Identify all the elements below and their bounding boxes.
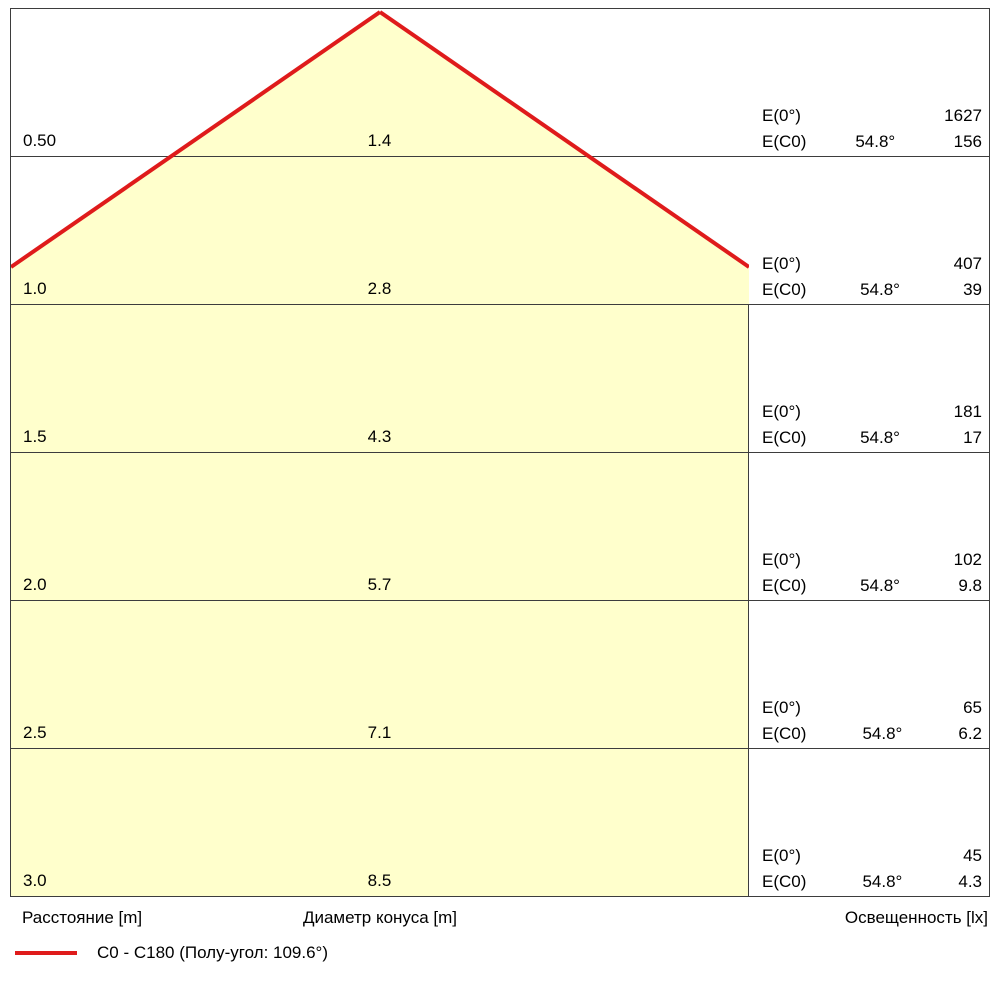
cone-cell: 0.50 1.4 (11, 9, 749, 156)
diameter-value: 5.7 (367, 575, 392, 594)
illuminance-lines: E(0°) 181 E(C0) 54.8° 17 (762, 401, 982, 448)
illuminance-cell: E(0°) 1627 E(C0) 54.8° 156 (749, 9, 989, 156)
cone-diagram-table: 0.50 1.4 E(0°) 1627 E(C0) 54.8° 156 1.0 … (10, 8, 990, 897)
ec0-value: 17 (963, 428, 982, 447)
e0-angle-spacer (810, 105, 940, 126)
table-row: 2.0 5.7 E(0°) 102 E(C0) 54.8° 9.8 (11, 453, 989, 601)
half-angle-value: 54.8° (860, 576, 900, 595)
illuminance-lines: E(0°) 65 E(C0) 54.8° 6.2 (762, 697, 982, 744)
ec0-label: E(C0) (762, 132, 807, 151)
e0-value: 1627 (944, 106, 982, 125)
e0-value: 102 (953, 550, 982, 569)
e0-label: E(0°) (762, 698, 801, 717)
illuminance-lines: E(0°) 45 E(C0) 54.8° 4.3 (762, 845, 982, 892)
e0-label: E(0°) (762, 254, 801, 273)
table-row: 3.0 8.5 E(0°) 45 E(C0) 54.8° 4.3 (11, 749, 989, 897)
distance-value: 3.0 (23, 871, 47, 890)
distance-value: 2.0 (23, 575, 47, 594)
cone-cell: 3.0 8.5 (11, 749, 749, 896)
ec0-value: 6.2 (958, 724, 982, 743)
e0-angle-spacer (810, 845, 954, 866)
half-angle-value: 54.8° (860, 280, 900, 299)
e0-label: E(0°) (762, 846, 801, 865)
illuminance-cell: E(0°) 181 E(C0) 54.8° 17 (749, 305, 989, 452)
e0-angle-spacer (810, 401, 949, 422)
illuminance-lines: E(0°) 102 E(C0) 54.8° 9.8 (762, 549, 982, 596)
e0-label: E(0°) (762, 106, 801, 125)
ec0-label: E(C0) (762, 280, 807, 299)
cone-cell: 1.0 2.8 (11, 157, 749, 304)
e0-value: 45 (963, 846, 982, 865)
illuminance-lines: E(0°) 407 E(C0) 54.8° 39 (762, 253, 982, 300)
table-row: 1.5 4.3 E(0°) 181 E(C0) 54.8° 17 (11, 305, 989, 453)
illuminance-cell: E(0°) 407 E(C0) 54.8° 39 (749, 157, 989, 304)
ec0-label: E(C0) (762, 724, 807, 743)
half-angle-value: 54.8° (860, 428, 900, 447)
diameter-value: 8.5 (367, 871, 392, 890)
cone-cell: 2.5 7.1 (11, 601, 749, 748)
ec0-value: 156 (953, 132, 982, 151)
e0-angle-spacer (810, 697, 954, 718)
cone-cell: 2.0 5.7 (11, 453, 749, 600)
ec0-label: E(C0) (762, 576, 807, 595)
table-row: 1.0 2.8 E(0°) 407 E(C0) 54.8° 39 (11, 157, 989, 305)
ec0-value: 4.3 (958, 872, 982, 891)
ec0-value: 9.8 (958, 576, 982, 595)
diameter-value: 2.8 (367, 279, 392, 298)
distance-axis-label: Расстояние [m] (22, 908, 143, 927)
cone-diagram: 0.50 1.4 E(0°) 1627 E(C0) 54.8° 156 1.0 … (10, 8, 990, 966)
illuminance-cell: E(0°) 45 E(C0) 54.8° 4.3 (749, 749, 989, 896)
diameter-value: 7.1 (367, 723, 392, 742)
e0-value: 181 (953, 402, 982, 421)
half-angle-value: 54.8° (862, 724, 903, 743)
e0-value: 407 (953, 254, 982, 273)
illuminance-cell: E(0°) 65 E(C0) 54.8° 6.2 (749, 601, 989, 748)
table-row: 2.5 7.1 E(0°) 65 E(C0) 54.8° 6.2 (11, 601, 989, 749)
e0-angle-spacer (810, 549, 949, 570)
cone-cell: 1.5 4.3 (11, 305, 749, 452)
distance-value: 2.5 (23, 723, 47, 742)
illuminance-axis-label: Освещенность [lx] (844, 908, 988, 927)
illuminance-cell: E(0°) 102 E(C0) 54.8° 9.8 (749, 453, 989, 600)
table-row: 0.50 1.4 E(0°) 1627 E(C0) 54.8° 156 (11, 9, 989, 157)
ec0-label: E(C0) (762, 428, 807, 447)
e0-value: 65 (963, 698, 982, 717)
legend-label: C0 - C180 (Полу-угол: 109.6°) (97, 943, 329, 962)
half-angle-value: 54.8° (855, 132, 896, 151)
legend-line-swatch (15, 951, 77, 955)
half-angle-value: 54.8° (862, 872, 903, 891)
distance-value: 1.5 (23, 427, 47, 446)
illuminance-lines: E(0°) 1627 E(C0) 54.8° 156 (762, 105, 982, 152)
axis-captions: Расстояние [m] Диаметр конуса [m] Освеще… (10, 906, 990, 930)
ec0-label: E(C0) (762, 872, 807, 891)
e0-angle-spacer (810, 253, 949, 274)
e0-label: E(0°) (762, 550, 801, 569)
e0-label: E(0°) (762, 402, 801, 421)
diameter-value: 1.4 (367, 131, 392, 150)
diameter-value: 4.3 (367, 427, 392, 446)
ec0-value: 39 (963, 280, 982, 299)
diameter-axis-label: Диаметр конуса [m] (302, 908, 458, 927)
legend: C0 - C180 (Полу-угол: 109.6°) (10, 940, 990, 966)
